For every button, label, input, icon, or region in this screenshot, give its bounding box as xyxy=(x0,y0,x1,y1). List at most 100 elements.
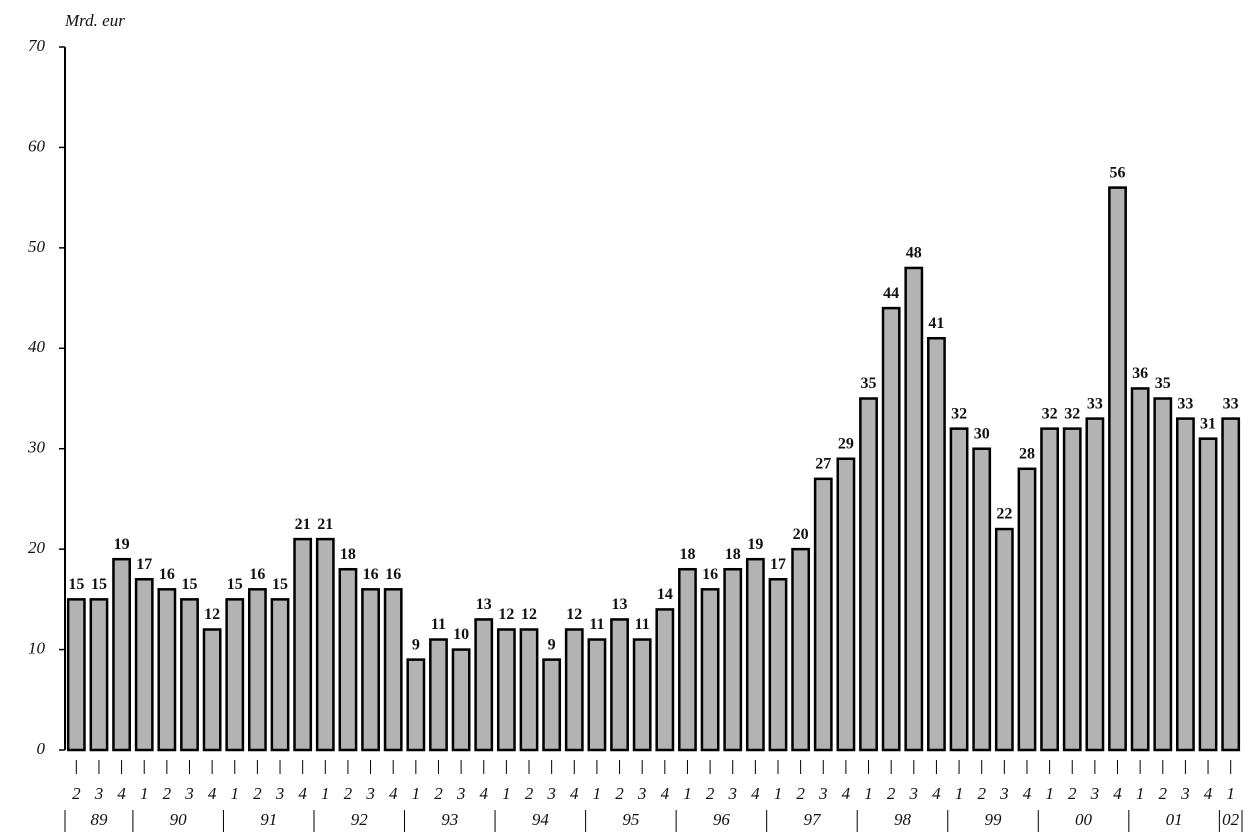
year-label: 97 xyxy=(803,810,822,829)
bar xyxy=(587,638,607,752)
bar xyxy=(202,628,222,752)
x-tick-label: 4 xyxy=(661,784,670,803)
x-tick-label: 4 xyxy=(842,784,851,803)
x-tick-label: 4 xyxy=(932,784,941,803)
bar xyxy=(247,588,267,752)
value-label: 16 xyxy=(702,566,718,583)
x-tick-label: 3 xyxy=(184,784,194,803)
value-label: 28 xyxy=(1019,445,1035,462)
x-tick-label: 4 xyxy=(1113,784,1122,803)
x-tick-label: 3 xyxy=(456,784,466,803)
value-label: 41 xyxy=(928,315,944,332)
bar xyxy=(496,628,516,752)
bar xyxy=(927,336,946,752)
value-label: 13 xyxy=(612,596,628,613)
value-label: 12 xyxy=(521,606,537,623)
x-tick-label: 3 xyxy=(275,784,285,803)
bar xyxy=(678,567,697,752)
x-tick-label: 2 xyxy=(796,784,805,803)
bar xyxy=(338,567,358,752)
value-label: 31 xyxy=(1200,415,1216,432)
bar xyxy=(451,648,471,752)
y-tick-label: 20 xyxy=(28,538,46,557)
value-label: 44 xyxy=(883,285,899,302)
bar xyxy=(564,628,584,752)
x-tick-label: 3 xyxy=(727,784,737,803)
value-label: 12 xyxy=(204,606,220,623)
x-tick-label: 1 xyxy=(412,784,421,803)
bar xyxy=(632,638,652,752)
value-label: 15 xyxy=(272,576,288,593)
year-label: 96 xyxy=(713,810,731,829)
bar xyxy=(610,618,629,752)
value-label: 16 xyxy=(363,566,379,583)
bar xyxy=(112,557,131,752)
bar xyxy=(474,618,494,752)
value-label: 10 xyxy=(453,626,469,643)
value-label: 17 xyxy=(136,556,152,573)
bar xyxy=(1085,417,1105,752)
bar xyxy=(1062,427,1082,752)
value-label: 16 xyxy=(249,566,265,583)
value-label: 18 xyxy=(340,546,356,563)
value-label: 36 xyxy=(1132,365,1148,382)
value-label: 35 xyxy=(1155,375,1171,392)
value-label: 18 xyxy=(679,546,695,563)
bar xyxy=(225,598,245,752)
x-tick-label: 3 xyxy=(546,784,556,803)
bar xyxy=(383,588,403,752)
year-label: 93 xyxy=(441,810,458,829)
bar xyxy=(1130,387,1150,752)
x-tick-label: 1 xyxy=(1045,784,1054,803)
bar xyxy=(1176,417,1195,752)
value-label: 19 xyxy=(747,536,763,553)
x-tick-label: 2 xyxy=(72,784,81,803)
x-tick-label: 4 xyxy=(1023,784,1032,803)
bar xyxy=(429,638,448,752)
value-label: 30 xyxy=(974,425,990,442)
x-tick-label: 2 xyxy=(434,784,443,803)
bar xyxy=(972,447,992,752)
value-label: 21 xyxy=(317,516,333,533)
value-label: 15 xyxy=(181,576,197,593)
y-tick-label: 70 xyxy=(28,36,46,55)
y-tick-label: 60 xyxy=(28,136,46,155)
x-tick-label: 1 xyxy=(593,784,602,803)
value-label: 9 xyxy=(412,636,420,653)
x-tick-label: 3 xyxy=(818,784,828,803)
bar xyxy=(859,397,878,752)
x-tick-label: 2 xyxy=(977,784,986,803)
bar xyxy=(406,658,426,752)
value-label: 20 xyxy=(793,526,809,543)
x-tick-label: 3 xyxy=(94,784,104,803)
x-tick-label: 4 xyxy=(570,784,579,803)
x-tick-label: 4 xyxy=(117,784,126,803)
bar xyxy=(66,598,86,752)
value-label: 29 xyxy=(838,435,854,452)
value-label: 11 xyxy=(635,616,650,633)
x-tick-label: 3 xyxy=(1180,784,1190,803)
value-label: 12 xyxy=(566,606,582,623)
year-label: 00 xyxy=(1075,810,1093,829)
value-label: 12 xyxy=(498,606,514,623)
value-label: 9 xyxy=(548,636,556,653)
bar xyxy=(813,477,833,752)
bar xyxy=(519,628,539,752)
x-tick-label: 3 xyxy=(365,784,375,803)
bar xyxy=(134,578,154,752)
year-label: 01 xyxy=(1166,810,1183,829)
bar xyxy=(157,588,177,752)
bar xyxy=(745,557,765,752)
value-label: 27 xyxy=(815,456,831,473)
year-label: 90 xyxy=(170,810,188,829)
x-tick-label: 2 xyxy=(706,784,715,803)
x-tick-label: 1 xyxy=(321,784,330,803)
bar xyxy=(768,578,788,752)
x-tick-label: 1 xyxy=(955,784,964,803)
value-label: 33 xyxy=(1223,395,1239,412)
bar xyxy=(180,598,199,752)
value-label: 11 xyxy=(431,616,446,633)
value-label: 33 xyxy=(1177,395,1193,412)
bar xyxy=(1040,427,1060,752)
value-label: 15 xyxy=(227,576,243,593)
